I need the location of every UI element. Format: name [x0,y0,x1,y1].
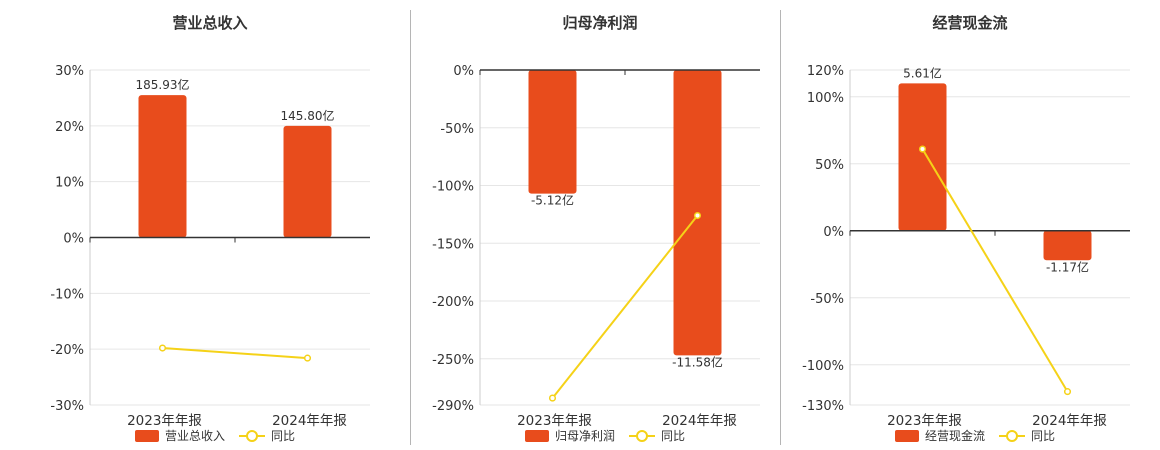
y-tick-label: -250% [432,353,474,368]
yoy-line [551,214,699,399]
y-tick-label: -200% [432,295,474,310]
y-tick-label: 100% [807,91,844,106]
yoy-line [921,148,1069,393]
y-tick-label: -50% [810,292,844,307]
y-tick-label: 0% [823,225,844,240]
chart-title: 归母净利润 [562,14,637,32]
y-tick-label: 0% [63,232,84,247]
y-tick-label: -10% [50,287,84,302]
y-tick-label: 20% [55,120,84,135]
y-tick-label: -290% [432,399,474,414]
panel-divider [410,10,411,445]
yoy-point [918,145,927,153]
legend-bar-swatch [135,430,159,442]
x-category-label: 2023年年报 [887,413,962,429]
legend-label: 经营现金流 [925,428,985,443]
chart-panel-net-profit: 归母净利润 0% -50% -100% -150% -200% -250% -290% -5.1… [390,0,760,450]
y-tick-label: 30% [55,64,84,79]
yoy-point [158,344,167,352]
panel-divider [780,10,781,445]
chart-svg: 归母净利润 0% -50% -100% -150% -200% -250% -290% -5.1… [432,14,760,443]
legend-bar-swatch [895,430,919,442]
legend-label: 归母净利润 [555,429,615,443]
legend-label: 同比 [271,429,295,443]
y-tick-label: 0% [453,64,474,79]
y-tick-label: -100% [432,180,474,195]
y-tick-label: -150% [432,237,474,252]
y-tick-label: -20% [50,343,84,358]
y-tick-label: 10% [55,176,84,191]
bar-value-label: -5.12亿 [531,193,574,208]
legend-bar-swatch [525,430,549,442]
y-tick-label: -130% [802,399,844,414]
bar-value-label: -1.17亿 [1046,259,1089,274]
chart-panel-revenue: 营业总收入 30% 20% 10% 0% -10% -20% -30% 185.93亿 145.8… [0,0,370,450]
bar-value-label: 185.93亿 [136,77,190,92]
y-tick-label: 120% [807,64,844,79]
x-category-label: 2024年年报 [1032,413,1107,429]
bar [283,125,332,238]
chart-svg: 经营现金流 120% 100% 50% 0% -50% -100% -130% 5.61亿 -1.… [802,14,1130,443]
y-tick-label: -100% [802,359,844,374]
chart-panel-cash-flow: 经营现金流 120% 100% 50% 0% -50% -100% -130% 5.61亿 -1.… [760,0,1130,450]
legend-label: 同比 [661,429,685,443]
y-tick-label: -50% [440,122,474,137]
legend-line-marker [636,430,648,442]
chart-title: 经营现金流 [932,14,1007,32]
bar [528,70,577,194]
legend-line-marker [246,430,258,442]
y-tick-label: -30% [50,399,84,414]
yoy-point [548,394,557,402]
bar-value-label: -11.58亿 [672,354,723,369]
chart-svg: 营业总收入 30% 20% 10% 0% -10% -20% -30% 185.93亿 145.8… [50,14,370,443]
x-category-label: 2023年年报 [517,413,592,429]
x-category-label: 2023年年报 [127,413,202,429]
yoy-point [303,354,312,362]
chart-title: 营业总收入 [172,14,247,32]
legend-line-marker [1006,430,1018,442]
legend-label: 营业总收入 [165,429,225,443]
bar [138,95,187,238]
yoy-point [693,212,702,220]
x-category-label: 2024年年报 [272,413,347,429]
yoy-line [162,347,308,360]
yoy-point [1063,388,1072,396]
y-tick-label: 50% [815,158,844,173]
bar [898,83,947,231]
bar-value-label: 145.80亿 [281,108,335,123]
x-category-label: 2024年年报 [662,413,737,429]
bar [1043,230,1092,261]
legend-label: 同比 [1031,429,1055,443]
bar-value-label: 5.61亿 [903,65,942,80]
